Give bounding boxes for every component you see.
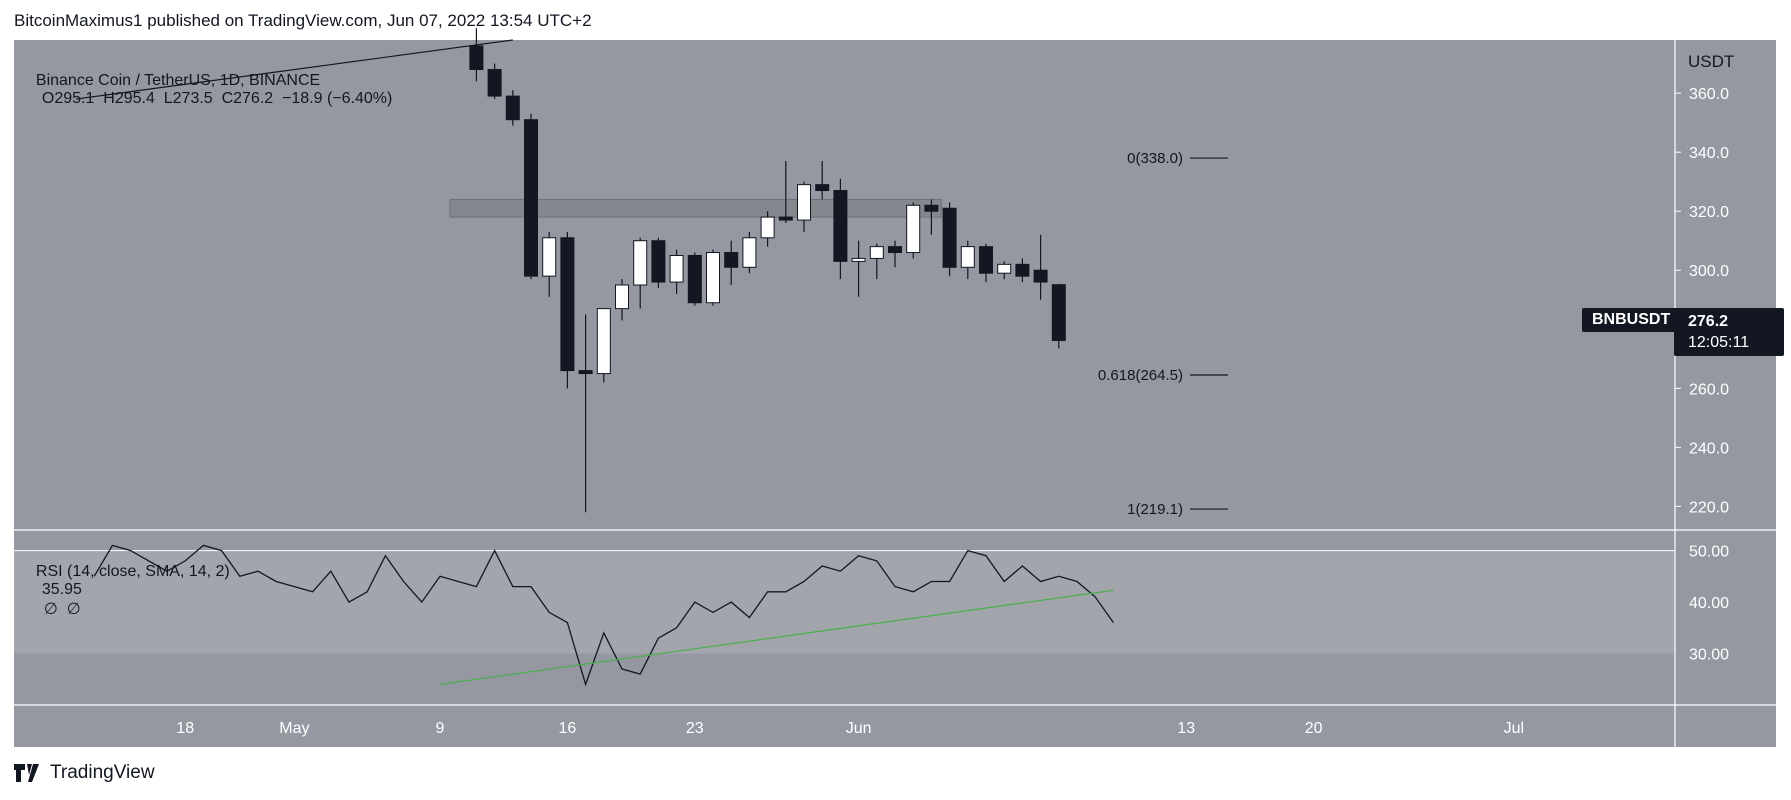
rsi-tick-label: 30.00: [1689, 647, 1729, 664]
candle-body: [906, 204, 921, 254]
candle-body: [505, 95, 520, 121]
candle-body: [469, 45, 484, 71]
footer-brand[interactable]: TradingView: [14, 762, 155, 784]
candle-body: [687, 254, 702, 304]
time-tick-label: 13: [1177, 720, 1195, 737]
candle-body: [742, 237, 757, 268]
price-tick-label: 340.0: [1689, 145, 1729, 162]
candle-body: [833, 190, 848, 262]
grid: [14, 40, 1776, 747]
rsi-line: [93, 544, 1114, 687]
fib-label: 0(338.0): [1127, 150, 1183, 167]
time-tick-label: May: [279, 720, 309, 737]
candle-body: [851, 257, 866, 262]
candle-body: [960, 246, 975, 268]
rsi-tick-label: 40.00: [1689, 595, 1729, 612]
rsi-trendline: [439, 589, 1114, 686]
price-tick-label: 360.0: [1689, 86, 1729, 103]
candle-body: [760, 216, 775, 239]
price-tick-label: 300.0: [1689, 263, 1729, 280]
time-tick-label: 9: [436, 720, 445, 737]
price-badge-countdown: 12:05:11: [1688, 334, 1750, 351]
price-pane: 0(338.0) 0.618(264.5) 1(219.1): [75, 28, 1228, 518]
legend-rsi-value: 35.95: [41, 581, 82, 598]
footer-brand-label: TradingView: [50, 762, 155, 783]
resistance-zone: [449, 198, 942, 218]
candle-body: [633, 240, 648, 286]
legend-ohlc: O295.1 H295.4 L273.5 C276.2 −18.9 (−6.40…: [41, 90, 393, 107]
rsi-tick-label: 50.00: [1689, 544, 1729, 561]
candle-body: [524, 119, 538, 277]
time-tick-label: Jul: [1504, 720, 1524, 737]
candle-body: [669, 254, 684, 283]
candle-body: [615, 284, 629, 310]
candle-body: [1051, 284, 1066, 341]
candle-body: [487, 69, 502, 97]
currency-label: USDT: [1688, 52, 1735, 71]
candle-body: [706, 252, 720, 304]
candle-body: [869, 246, 884, 259]
candle-body: [1015, 263, 1030, 277]
price-tick-label: 260.0: [1689, 381, 1729, 398]
time-tick-label: 23: [686, 720, 704, 737]
candle-body: [979, 246, 993, 274]
candle-body: [578, 370, 593, 375]
time-tick-label: 20: [1305, 720, 1323, 737]
time-tick-label: Jun: [846, 720, 872, 737]
candle-body: [997, 263, 1012, 274]
candle-body: [560, 237, 575, 372]
candle-body: [942, 207, 957, 268]
candle-body: [797, 184, 811, 221]
price-tick-label: 220.0: [1689, 499, 1729, 516]
candle-body: [596, 308, 611, 375]
ticker-badge: BNBUSDT: [1582, 308, 1681, 332]
price-badge: 276.2 12:05:11: [1674, 308, 1784, 356]
trendline-pre-chart: [75, 39, 513, 100]
candle-body: [724, 252, 739, 268]
fib-label: 1(219.1): [1127, 501, 1183, 518]
candle-body: [542, 237, 557, 277]
price-badge-value: 276.2: [1688, 313, 1729, 330]
candle-body: [924, 204, 939, 212]
tradingview-logo-icon: [14, 764, 39, 782]
legend-symbol: Binance Coin / TetherUS, 1D, BINANCE: [35, 72, 321, 89]
candle-body: [778, 216, 793, 221]
candle-body: [1033, 269, 1048, 283]
candle-body: [815, 184, 830, 192]
time-tick-label: 16: [559, 720, 577, 737]
fib-label: 0.618(264.5): [1098, 367, 1183, 384]
candle-body: [888, 246, 902, 254]
legend-rsi-extra: ∅ ∅: [43, 601, 81, 618]
publisher-line: BitcoinMaximus1 published on TradingView…: [14, 11, 592, 30]
candle-body: [651, 240, 666, 283]
rsi-band: [14, 550, 1675, 654]
time-tick-label: 18: [176, 720, 194, 737]
price-tick-label: 320.0: [1689, 204, 1729, 221]
legend-rsi: RSI (14, close, SMA, 14, 2): [35, 563, 230, 580]
price-tick-label: 240.0: [1689, 440, 1729, 457]
rsi-pane: [93, 544, 1114, 687]
